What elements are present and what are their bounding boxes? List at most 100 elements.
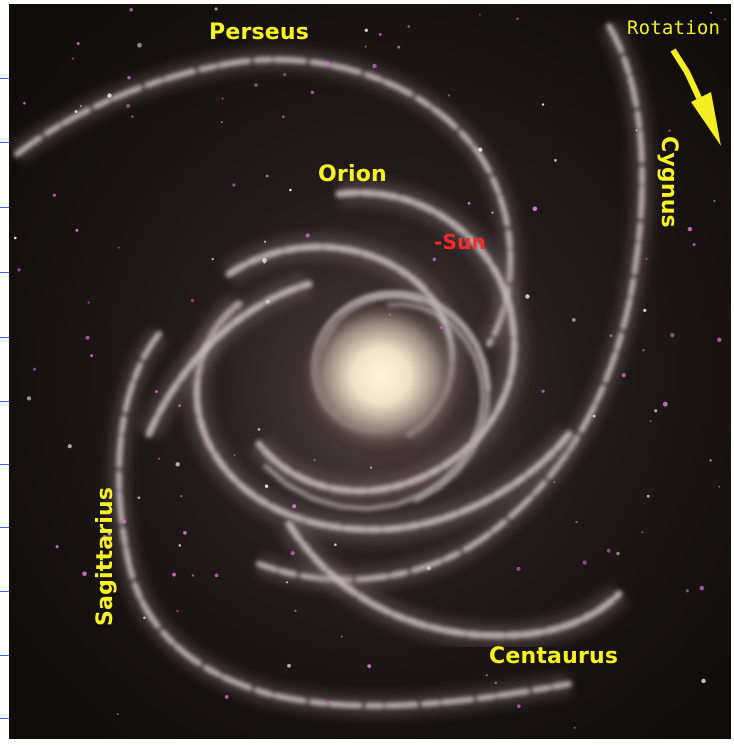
spiral-arm bbox=[145, 280, 313, 438]
star bbox=[467, 201, 471, 205]
star bbox=[478, 147, 483, 152]
edge-tick bbox=[0, 142, 9, 143]
arrow-down-right-icon bbox=[670, 48, 721, 146]
star bbox=[137, 496, 141, 500]
star bbox=[14, 236, 17, 240]
star bbox=[643, 308, 647, 312]
edge-tick bbox=[0, 464, 9, 465]
star bbox=[621, 373, 626, 378]
star bbox=[668, 129, 671, 132]
star bbox=[71, 57, 75, 60]
sun-marker-label: -Sun bbox=[434, 230, 486, 254]
star bbox=[554, 159, 557, 162]
edge-tick bbox=[0, 591, 9, 592]
star bbox=[641, 531, 644, 534]
cygnus-arm-label: Cygnus bbox=[651, 136, 681, 246]
star bbox=[100, 581, 106, 587]
star bbox=[289, 188, 292, 192]
star bbox=[364, 28, 368, 32]
star bbox=[494, 681, 497, 684]
star bbox=[257, 428, 261, 431]
star bbox=[713, 200, 716, 202]
star bbox=[485, 674, 488, 677]
star bbox=[67, 444, 72, 449]
star bbox=[447, 94, 451, 97]
star bbox=[649, 420, 652, 422]
star bbox=[372, 63, 377, 69]
star bbox=[74, 110, 78, 113]
edge-tick bbox=[0, 272, 9, 273]
star bbox=[178, 544, 182, 547]
star bbox=[281, 115, 285, 119]
star bbox=[573, 726, 576, 729]
star bbox=[397, 45, 401, 49]
sagittarius-arm-label: Sagittarius bbox=[93, 456, 123, 626]
star bbox=[699, 585, 705, 591]
star bbox=[127, 76, 131, 80]
star bbox=[340, 635, 343, 638]
star bbox=[143, 616, 146, 620]
star bbox=[532, 206, 538, 212]
star bbox=[686, 589, 689, 593]
star bbox=[254, 83, 258, 87]
spiral-arm bbox=[116, 331, 572, 709]
star bbox=[369, 466, 372, 469]
star bbox=[206, 436, 208, 439]
star bbox=[407, 25, 411, 28]
star bbox=[432, 257, 437, 261]
star bbox=[33, 367, 37, 371]
star bbox=[692, 243, 696, 247]
spiral-arms bbox=[10, 20, 654, 717]
star bbox=[117, 246, 120, 249]
star bbox=[670, 333, 675, 338]
star bbox=[155, 390, 158, 393]
star bbox=[687, 226, 693, 232]
star bbox=[325, 61, 330, 67]
galactic-core bbox=[299, 298, 463, 454]
galaxy-illustration bbox=[9, 4, 731, 739]
star bbox=[367, 664, 372, 668]
star bbox=[516, 566, 521, 571]
star bbox=[364, 45, 367, 48]
star bbox=[329, 700, 332, 704]
spiral-arm bbox=[14, 56, 514, 347]
star bbox=[294, 609, 297, 613]
edge-tick bbox=[0, 78, 9, 79]
star bbox=[701, 678, 706, 684]
star bbox=[313, 459, 316, 462]
left-edge-ticks bbox=[0, 0, 10, 745]
star bbox=[642, 349, 645, 352]
star bbox=[525, 294, 530, 299]
star bbox=[541, 389, 545, 393]
star bbox=[283, 73, 287, 77]
star bbox=[158, 457, 160, 460]
star bbox=[575, 520, 578, 524]
star bbox=[221, 97, 224, 100]
star bbox=[645, 257, 648, 260]
star bbox=[491, 211, 494, 214]
edge-tick bbox=[0, 337, 9, 338]
star bbox=[52, 193, 57, 197]
star bbox=[717, 337, 722, 342]
star bbox=[172, 572, 177, 577]
star bbox=[517, 704, 521, 708]
star bbox=[102, 535, 107, 540]
star bbox=[378, 33, 382, 36]
star bbox=[429, 486, 434, 490]
star bbox=[724, 18, 726, 21]
star bbox=[129, 7, 133, 12]
star bbox=[710, 11, 713, 14]
star bbox=[224, 695, 229, 699]
star bbox=[292, 504, 297, 509]
star bbox=[571, 318, 576, 322]
orion-arm-label: Orion bbox=[318, 162, 387, 187]
star bbox=[582, 560, 587, 565]
star bbox=[606, 548, 611, 553]
star bbox=[211, 257, 214, 261]
star bbox=[55, 545, 59, 549]
star bbox=[107, 93, 112, 98]
star bbox=[265, 174, 269, 178]
star bbox=[191, 574, 195, 577]
star bbox=[75, 228, 79, 232]
